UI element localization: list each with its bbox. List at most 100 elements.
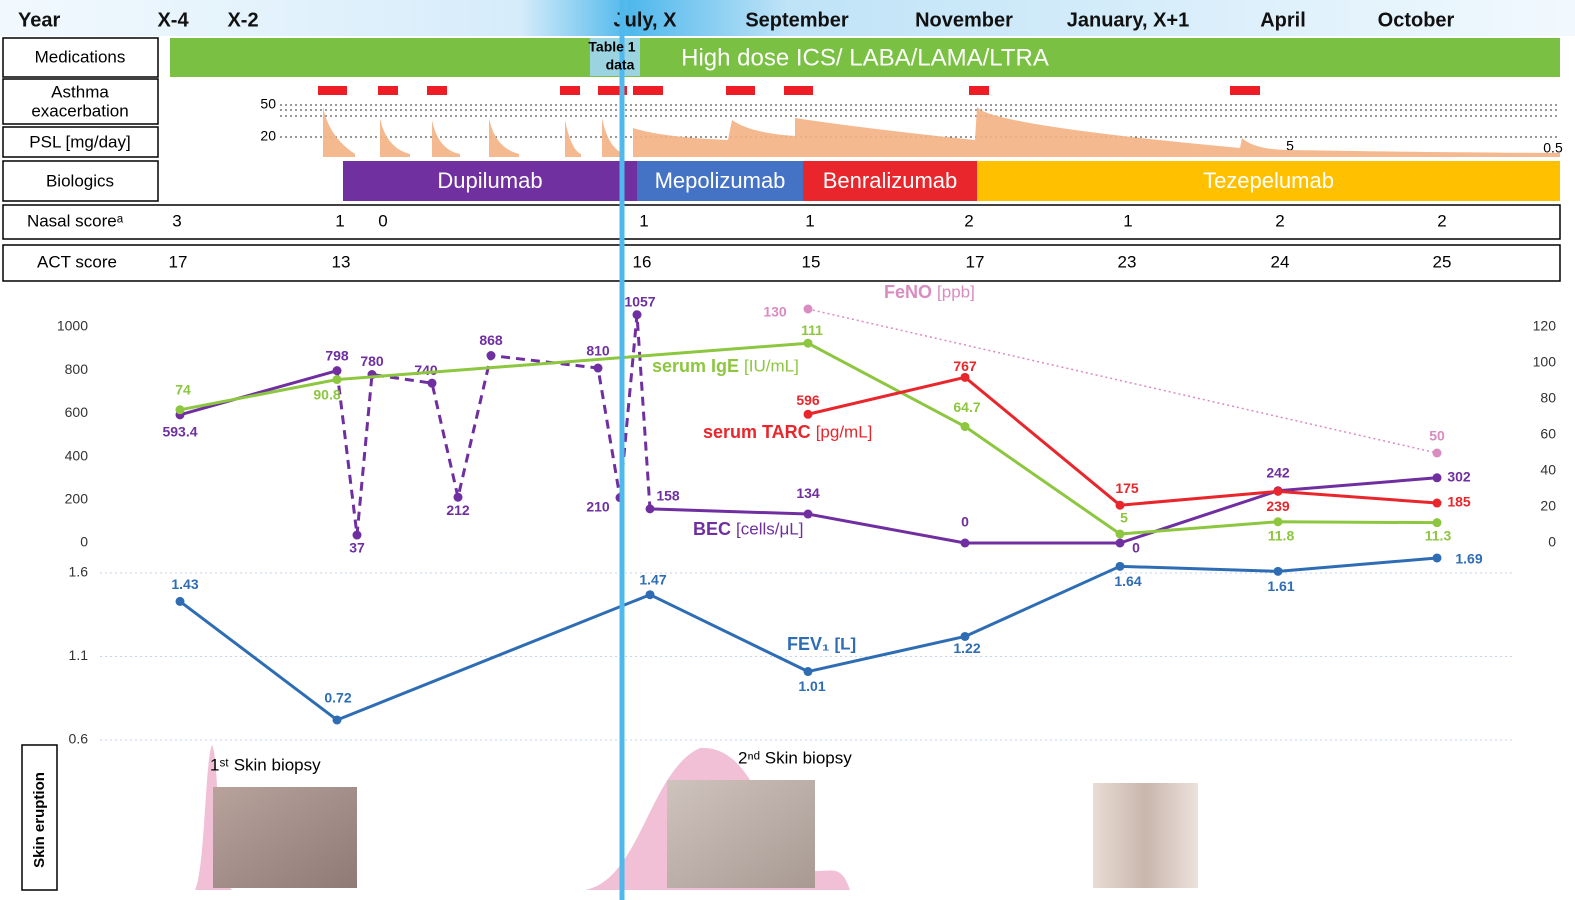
psl-area xyxy=(489,118,519,157)
value-label: 1057 xyxy=(624,293,655,309)
y-tick-label: 400 xyxy=(65,447,89,463)
biologic-name: Tezepelumab xyxy=(1203,168,1334,193)
medication-text: High dose ICS/ LABA/LAMA/LTRA xyxy=(681,44,1049,71)
data-point xyxy=(1432,448,1442,458)
value-label: 0 xyxy=(961,514,969,530)
series-unit: [IU/mL] xyxy=(744,356,799,375)
data-point xyxy=(645,504,655,514)
psl-area xyxy=(602,118,624,157)
data-point xyxy=(803,509,813,519)
year: April xyxy=(1260,9,1306,31)
year: X-4 xyxy=(157,9,189,31)
psl-dose: 5 xyxy=(1286,138,1294,154)
nasal-score: 0 xyxy=(378,211,387,230)
nasal-score: 1 xyxy=(805,211,814,230)
row-label: Biologics xyxy=(46,171,114,190)
data-point xyxy=(332,715,342,725)
year: October xyxy=(1378,9,1455,31)
y-tick-label: 0 xyxy=(80,534,88,550)
series-line xyxy=(649,476,1438,545)
nasal-score: 2 xyxy=(1437,211,1446,230)
data-point xyxy=(1115,538,1125,548)
psl-level: 20 xyxy=(260,128,276,144)
value-label: 1.61 xyxy=(1267,578,1294,594)
skin-photo xyxy=(667,780,815,888)
data-point xyxy=(960,631,970,641)
value-label: 767 xyxy=(953,358,977,374)
exacerbation xyxy=(969,86,989,95)
year: November xyxy=(915,9,1013,31)
act-score: 17 xyxy=(169,252,188,271)
value-label: 11.3 xyxy=(1425,527,1452,543)
value-label: 111 xyxy=(801,322,823,338)
psl-area xyxy=(432,120,460,157)
data-point xyxy=(593,363,603,373)
data-point xyxy=(1115,500,1125,510)
value-label: 185 xyxy=(1447,494,1471,510)
data-point xyxy=(803,304,813,314)
exacerbation xyxy=(598,86,627,95)
data-point xyxy=(352,530,362,540)
label-box xyxy=(2,160,159,202)
row-label: Asthma xyxy=(51,82,109,101)
value-label: 175 xyxy=(1115,480,1139,496)
act-score: 13 xyxy=(332,252,351,271)
series-line xyxy=(807,308,1438,454)
psl-area xyxy=(323,107,355,157)
series-unit: [cells/μL] xyxy=(736,519,803,538)
data-point xyxy=(332,375,342,385)
psl-area xyxy=(633,107,1560,157)
value-label: 798 xyxy=(325,347,349,363)
value-label: 1.22 xyxy=(953,640,980,656)
value-label: 37 xyxy=(349,540,365,556)
data-point xyxy=(1115,561,1125,571)
plot-layer: X-4 X-2 July, X September November January, X… xyxy=(57,9,1560,747)
series-unit: [ppb] xyxy=(937,282,975,301)
act-score: 16 xyxy=(633,252,652,271)
value-label: 158 xyxy=(656,488,680,504)
biopsy-label: 1ˢᵗ Skin biopsy xyxy=(210,755,321,774)
data-point xyxy=(960,372,970,382)
series-name: BEC xyxy=(693,519,731,539)
table-note-box xyxy=(590,38,640,76)
data-point xyxy=(960,538,970,548)
data-point xyxy=(632,310,642,320)
nasal-score: 2 xyxy=(1275,211,1284,230)
series-name: serum IgE xyxy=(652,356,739,376)
data-point xyxy=(1273,486,1283,496)
series-line xyxy=(335,313,652,537)
value-label: 868 xyxy=(479,332,503,348)
y-tick-label: 200 xyxy=(65,491,89,507)
overlay-layer: Table 1 data xyxy=(588,0,640,900)
y2-tick-label: 120 xyxy=(1533,318,1557,334)
value-label: 242 xyxy=(1266,464,1290,480)
series-name: serum TARC xyxy=(703,422,811,442)
nasal-score: 3 xyxy=(172,211,181,230)
value-label: 50 xyxy=(1429,428,1445,444)
value-label: 64.7 xyxy=(953,399,980,415)
biologic-name: Mepolizumab xyxy=(655,168,786,193)
data-point xyxy=(1273,566,1283,576)
data-point xyxy=(1432,553,1442,563)
data-point xyxy=(332,366,342,376)
nasal-score: 2 xyxy=(964,211,973,230)
exacerbation xyxy=(378,86,398,95)
row-label: Nasal scoreᵃ xyxy=(27,211,124,230)
year: January, X+1 xyxy=(1067,9,1189,31)
label-box xyxy=(2,78,159,125)
value-label: 593.4 xyxy=(162,424,197,440)
value-label: 302 xyxy=(1447,468,1471,484)
data-point xyxy=(803,338,813,348)
y-tick-label: 1.1 xyxy=(69,647,89,663)
y2-tick-label: 60 xyxy=(1540,426,1556,442)
y-tick-label: 0.6 xyxy=(69,731,89,747)
act-score: 17 xyxy=(966,252,985,271)
year-label: Year xyxy=(18,9,60,31)
year: X-2 xyxy=(227,9,258,31)
value-label: 5 xyxy=(1120,510,1128,526)
nasal-score: 1 xyxy=(335,211,344,230)
value-label: 1.47 xyxy=(639,571,666,587)
medication-bar xyxy=(170,38,1560,77)
biologic-bar xyxy=(637,161,803,201)
exacerbation xyxy=(726,86,755,95)
